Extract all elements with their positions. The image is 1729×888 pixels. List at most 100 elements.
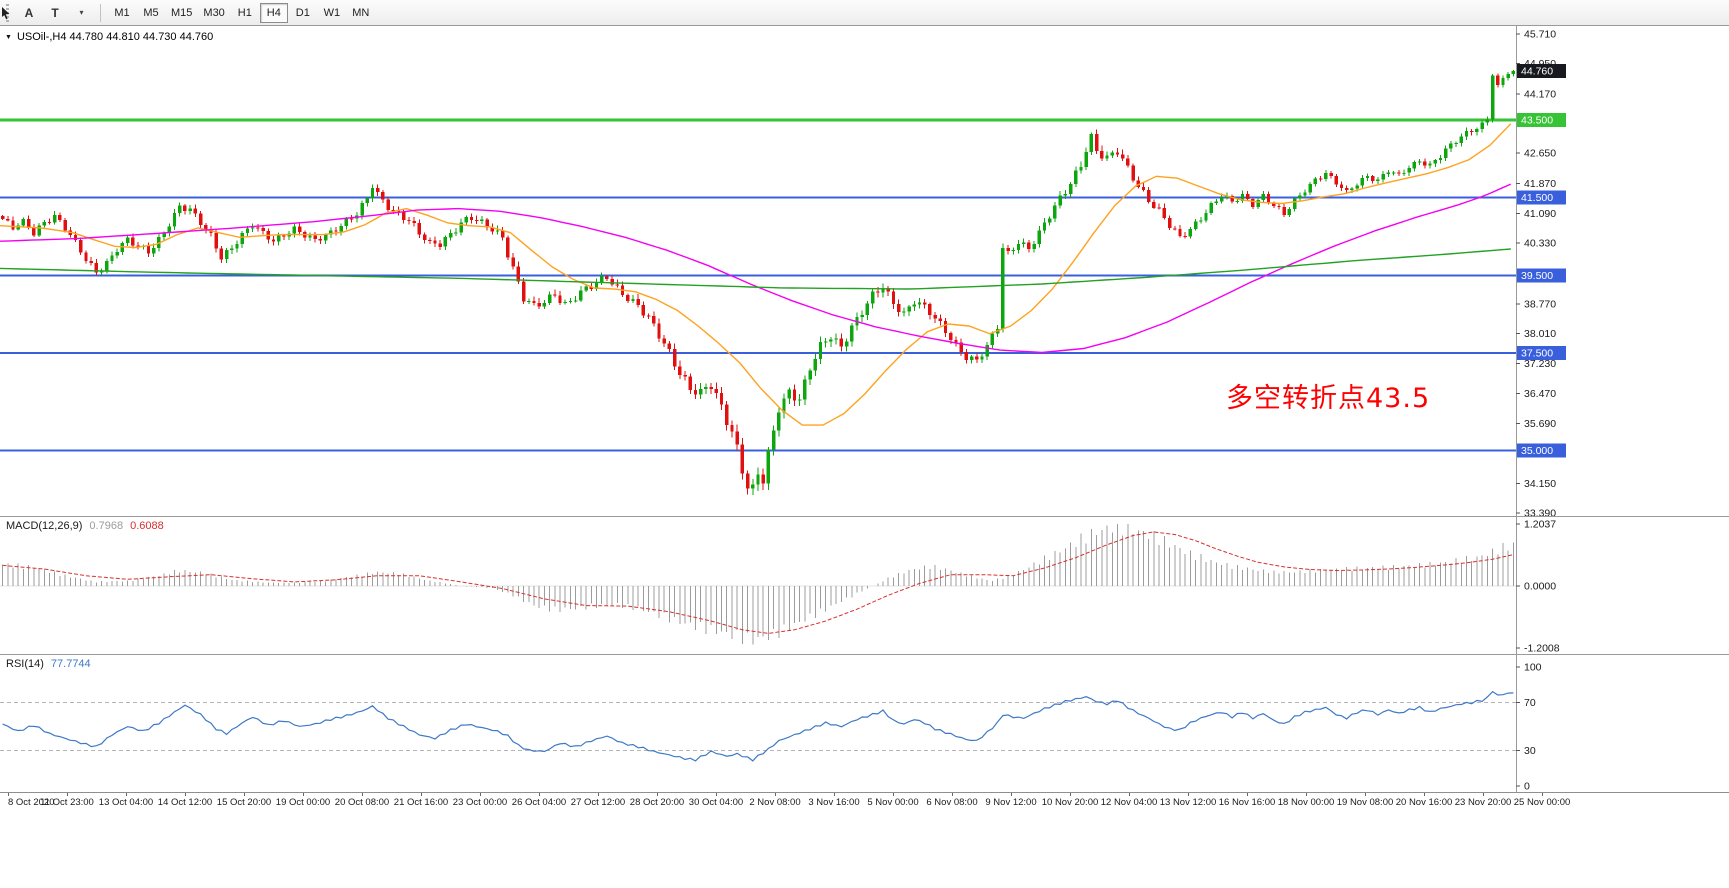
svg-text:0: 0 <box>1524 781 1530 793</box>
time-axis-tick <box>1070 793 1071 796</box>
timeframe-d1-button[interactable]: D1 <box>289 3 317 23</box>
time-label: 19 Oct 00:00 <box>275 797 331 808</box>
time-label: 2 Nov 08:00 <box>749 797 801 808</box>
svg-text:30: 30 <box>1524 745 1536 757</box>
svg-text:37.500: 37.500 <box>1521 348 1553 360</box>
svg-text:44.170: 44.170 <box>1524 88 1556 100</box>
svg-text:45.710: 45.710 <box>1524 29 1556 41</box>
time-axis[interactable]: 8 Oct 2020 11 Oct 23:00 13 Oct 04:00 14 Oct… <box>0 792 1729 812</box>
time-label: 8 Oct 2020 <box>8 797 55 808</box>
svg-text:70: 70 <box>1524 697 1536 709</box>
timeframe-m15-button[interactable]: M15 <box>166 3 197 23</box>
dropdown-caret-icon: ▾ <box>79 8 84 17</box>
time-label: 26 Oct 04:00 <box>511 797 567 808</box>
time-axis-tick <box>421 793 422 796</box>
time-label: 9 Nov 12:00 <box>985 797 1037 808</box>
time-axis-tick <box>126 793 127 796</box>
svg-text:41.500: 41.500 <box>1521 192 1553 204</box>
svg-text:100: 100 <box>1524 662 1542 674</box>
svg-text:38.770: 38.770 <box>1524 298 1556 310</box>
time-axis-tick <box>893 793 894 796</box>
time-label: 20 Nov 16:00 <box>1395 797 1453 808</box>
time-axis-tick <box>1306 793 1307 796</box>
time-axis-tick <box>1247 793 1248 796</box>
rsi-value: 77.7744 <box>50 658 91 670</box>
timeframe-m1-button[interactable]: M1 <box>108 3 136 23</box>
symbol-dropdown-icon: ▼ <box>5 33 12 41</box>
macd-label: MACD(12,26,9) 0.7968 0.6088 <box>6 520 171 532</box>
svg-text:39.500: 39.500 <box>1521 270 1553 282</box>
time-label: 21 Oct 16:00 <box>393 797 449 808</box>
symbol-ohlc-text: USOil-,H4 44.780 44.810 44.730 44.760 <box>16 31 214 43</box>
time-label: 23 Oct 00:00 <box>452 797 508 808</box>
text-a-tool-button[interactable]: A <box>17 3 41 23</box>
time-axis-tick <box>539 793 540 796</box>
svg-text:43.500: 43.500 <box>1521 114 1553 126</box>
time-label: 18 Nov 00:00 <box>1277 797 1335 808</box>
time-label: 6 Nov 08:00 <box>926 797 978 808</box>
time-axis-tick <box>598 793 599 796</box>
toolbar-separator <box>100 3 101 22</box>
toolbar: A T ▾ M1 M5 M15 M30 H1 H4 D1 W1 MN <box>0 0 1729 26</box>
time-label: 11 Oct 23:00 <box>40 797 94 808</box>
time-label: 27 Oct 12:00 <box>570 797 626 808</box>
timeframe-buttons: M1 M5 M15 M30 H1 H4 D1 W1 MN <box>108 2 375 23</box>
svg-text:41.870: 41.870 <box>1524 178 1556 190</box>
symbol-ohlc-header: ▼ USOil-,H4 44.780 44.810 44.730 44.760 <box>5 31 213 43</box>
svg-text:36.470: 36.470 <box>1524 388 1556 400</box>
time-axis-tick <box>303 793 304 796</box>
text-label-tool-button[interactable]: T <box>43 3 67 23</box>
time-label: 23 Nov 20:00 <box>1454 797 1512 808</box>
svg-text:1.2037: 1.2037 <box>1524 519 1556 531</box>
cursor-tool-button[interactable]: ▾ <box>2 3 93 23</box>
time-axis-tick <box>1483 793 1484 796</box>
timeframe-m5-button[interactable]: M5 <box>137 3 165 23</box>
time-label: 5 Nov 00:00 <box>867 797 919 808</box>
time-axis-tick <box>362 793 363 796</box>
svg-text:41.090: 41.090 <box>1524 208 1556 220</box>
timeframe-m30-button[interactable]: M30 <box>198 3 229 23</box>
time-axis-tick <box>244 793 245 796</box>
timeframe-w1-button[interactable]: W1 <box>318 3 346 23</box>
svg-text:35.000: 35.000 <box>1521 445 1553 457</box>
svg-text:35.690: 35.690 <box>1524 418 1556 430</box>
svg-text:0.0000: 0.0000 <box>1524 581 1556 593</box>
time-axis-tick <box>1424 793 1425 796</box>
time-axis-tick <box>716 793 717 796</box>
timeframe-mn-button[interactable]: MN <box>347 3 375 23</box>
time-axis-tick <box>1011 793 1012 796</box>
macd-indicator-panel[interactable]: 1.2037 0.0000 -1.2008 <box>0 516 1729 654</box>
time-label: 25 Nov 00:00 <box>1513 797 1571 808</box>
time-axis-tick <box>952 793 953 796</box>
time-axis-tick <box>657 793 658 796</box>
time-label: 16 Nov 16:00 <box>1218 797 1276 808</box>
timeframe-h4-button[interactable]: H4 <box>259 2 288 23</box>
rsi-label: RSI(14) 77.7744 <box>6 658 98 670</box>
macd-name: MACD(12,26,9) <box>6 520 83 532</box>
time-label: 14 Oct 12:00 <box>157 797 213 808</box>
macd-signal-value: 0.6088 <box>130 520 164 532</box>
time-axis-tick <box>8 793 9 796</box>
time-label: 3 Nov 16:00 <box>808 797 860 808</box>
macd-main-value: 0.7968 <box>89 520 124 532</box>
svg-text:-1.2008: -1.2008 <box>1524 642 1560 654</box>
time-label: 30 Oct 04:00 <box>688 797 744 808</box>
svg-text:44.760: 44.760 <box>1521 65 1553 77</box>
timeframe-h1-button[interactable]: H1 <box>231 3 259 23</box>
svg-text:34.150: 34.150 <box>1524 478 1556 490</box>
time-label: 13 Oct 04:00 <box>98 797 154 808</box>
time-axis-tick <box>1542 793 1543 796</box>
time-axis-tick <box>775 793 776 796</box>
time-axis-tick <box>1188 793 1189 796</box>
time-label: 28 Oct 20:00 <box>629 797 685 808</box>
time-label: 13 Nov 12:00 <box>1159 797 1217 808</box>
svg-text:40.330: 40.330 <box>1524 238 1556 250</box>
time-axis-tick <box>67 793 68 796</box>
svg-text:42.650: 42.650 <box>1524 148 1556 160</box>
svg-text:33.390: 33.390 <box>1524 508 1556 517</box>
rsi-indicator-panel[interactable]: 100 70 30 0 <box>0 654 1729 792</box>
time-axis-tick <box>1129 793 1130 796</box>
time-label: 12 Nov 04:00 <box>1100 797 1158 808</box>
main-price-chart[interactable]: 45.71044.95044.17042.65041.87041.09040.3… <box>0 26 1729 516</box>
time-label: 15 Oct 20:00 <box>216 797 272 808</box>
